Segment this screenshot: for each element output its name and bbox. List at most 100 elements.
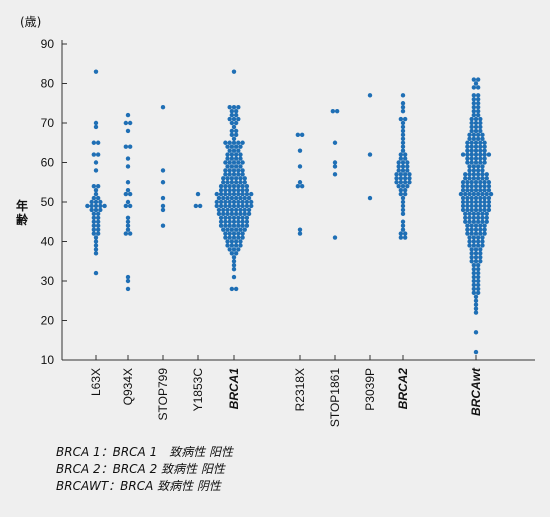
data-point [332, 140, 338, 145]
data-point [394, 180, 399, 185]
data-point [484, 215, 489, 220]
data-point [469, 203, 474, 209]
x-tick-label: Q934X [121, 368, 135, 405]
data-point [400, 223, 406, 228]
data-point [231, 184, 237, 189]
data-point [471, 164, 477, 169]
data-point [89, 207, 94, 213]
data-point [223, 187, 228, 193]
data-point [480, 235, 485, 240]
data-point [221, 180, 226, 185]
data-point [400, 105, 406, 110]
data-point [223, 172, 228, 177]
data-point [467, 191, 472, 197]
data-point [229, 195, 235, 201]
data-point [471, 290, 477, 296]
data-point [227, 140, 232, 145]
data-point [400, 124, 406, 130]
data-point [218, 203, 224, 209]
data-point [469, 184, 474, 189]
data-point [246, 207, 252, 213]
data-point [471, 219, 477, 224]
data-point [242, 211, 247, 217]
data-point [473, 152, 479, 157]
data-point [221, 207, 226, 213]
data-point [332, 235, 338, 240]
data-point [297, 231, 303, 236]
data-point [480, 215, 485, 220]
data-point [216, 195, 222, 201]
x-tick-label: L63X [89, 368, 103, 396]
data-point [229, 128, 235, 134]
data-point [231, 140, 237, 145]
data-point [465, 195, 470, 201]
data-point [91, 215, 97, 220]
data-point [225, 207, 230, 213]
data-point [227, 160, 232, 165]
data-point [471, 286, 477, 292]
data-point [400, 93, 406, 98]
data-point [93, 203, 99, 209]
x-tick-label: BRCA1 [227, 368, 241, 410]
data-point [244, 184, 250, 189]
data-point [227, 219, 232, 224]
data-point [233, 251, 239, 256]
data-point [478, 187, 483, 193]
data-point [223, 160, 228, 165]
data-point [233, 132, 239, 138]
data-point [233, 120, 239, 126]
data-point [240, 231, 245, 236]
data-point [471, 108, 477, 114]
data-point [475, 105, 481, 110]
data-point [400, 219, 406, 224]
data-point [244, 215, 250, 220]
data-point [471, 235, 477, 240]
data-point [227, 187, 232, 193]
data-point [236, 172, 241, 177]
data-point [238, 211, 243, 217]
data-point [236, 223, 241, 228]
data-point [471, 105, 477, 110]
data-point [400, 101, 406, 106]
data-point [463, 191, 468, 197]
data-point [332, 172, 338, 177]
data-point [231, 187, 237, 193]
data-point [95, 227, 101, 232]
data-point [475, 112, 481, 118]
data-point [225, 211, 230, 217]
data-point [469, 251, 474, 256]
data-point [402, 116, 408, 122]
data-point [95, 152, 101, 157]
data-point [469, 231, 474, 236]
data-point [473, 187, 479, 193]
footnote-brca2: BRCA 2：BRCA 2 致病性 阳性 [56, 462, 225, 476]
data-point [233, 239, 239, 244]
data-point [478, 195, 483, 201]
data-point [478, 144, 483, 149]
data-point [407, 176, 412, 181]
data-point [469, 128, 474, 134]
data-point [93, 270, 99, 276]
data-point [127, 144, 133, 149]
data-point [225, 152, 230, 157]
data-point [478, 152, 483, 157]
data-point [471, 93, 477, 98]
data-point [482, 148, 487, 153]
data-point [229, 112, 235, 118]
data-point [480, 136, 485, 141]
data-point [469, 152, 474, 157]
data-point [402, 191, 408, 197]
data-point [478, 184, 483, 189]
data-point [231, 69, 237, 74]
data-point [297, 164, 303, 169]
data-point [475, 243, 481, 248]
data-point [465, 152, 470, 157]
data-point [227, 191, 232, 197]
data-point [233, 144, 239, 149]
data-point [231, 215, 237, 220]
data-point [478, 247, 483, 252]
data-point [195, 191, 201, 197]
data-point [471, 112, 477, 118]
data-point [394, 176, 399, 181]
data-point [473, 140, 479, 145]
